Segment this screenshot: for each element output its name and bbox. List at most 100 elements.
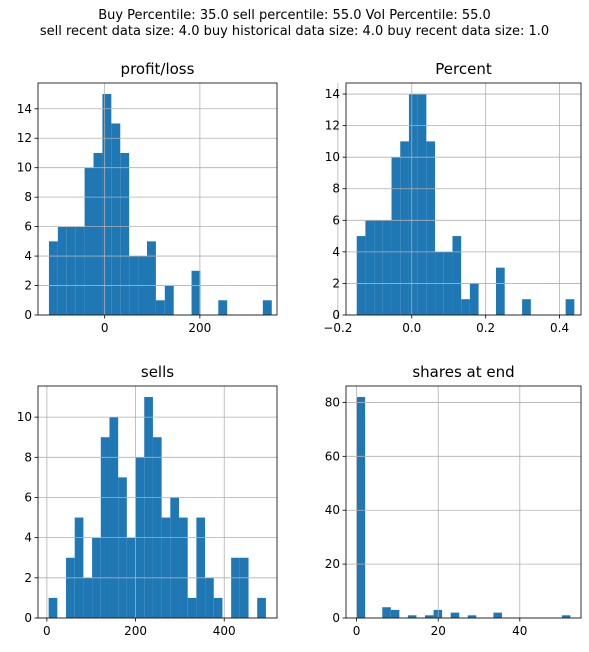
histogram-bar xyxy=(146,241,156,315)
y-tick-label: 10 xyxy=(17,161,32,175)
y-tick-label: 8 xyxy=(24,190,32,204)
histogram-bar xyxy=(161,517,171,618)
y-tick-label: 2 xyxy=(24,571,32,585)
histogram-bar xyxy=(205,577,214,618)
y-tick-label: 60 xyxy=(325,449,340,463)
histogram-bar xyxy=(120,152,130,315)
y-tick-label: 40 xyxy=(325,503,340,517)
axes-frame xyxy=(37,385,278,619)
histogram-bar xyxy=(164,285,174,315)
y-tick-label: 14 xyxy=(17,102,32,116)
y-tick-label: 4 xyxy=(332,245,340,259)
histogram-bar xyxy=(382,220,392,315)
histogram-bar xyxy=(561,615,571,618)
histogram-bar xyxy=(170,497,180,618)
histogram-bar xyxy=(356,397,366,618)
histogram-bar xyxy=(425,615,434,618)
axes-frame xyxy=(37,82,278,316)
histogram-bar xyxy=(356,236,366,315)
x-tick-label: 400 xyxy=(213,624,236,638)
y-tick-label: 2 xyxy=(24,279,32,293)
histogram-bar xyxy=(450,612,460,618)
histogram-bar xyxy=(48,597,58,618)
histogram-bar xyxy=(493,612,502,618)
histogram-bar xyxy=(496,267,505,315)
histogram-bar xyxy=(262,300,272,315)
histogram-bar xyxy=(257,597,266,618)
y-tick-label: 8 xyxy=(332,182,340,196)
y-tick-label: 12 xyxy=(325,119,340,133)
histogram-bar xyxy=(391,157,401,315)
y-tick-label: 0 xyxy=(24,308,32,322)
subplot-4: 0 20 40 0 20 40 60 80 shares at end xyxy=(325,363,582,638)
histogram-bar xyxy=(374,220,383,315)
histogram-bar xyxy=(57,226,67,315)
y-tick-label: 6 xyxy=(24,490,32,504)
histogram-bar xyxy=(100,437,110,618)
histogram-bar xyxy=(74,517,84,618)
histogram-bar xyxy=(118,477,127,618)
histogram-bar xyxy=(452,236,462,315)
histogram-bar xyxy=(93,152,103,315)
histogram-bar xyxy=(144,397,153,618)
suptitle-line-2: sell recent data size: 4.0 buy historica… xyxy=(39,24,550,39)
histogram-bar xyxy=(48,241,58,315)
histogram-bar xyxy=(109,417,119,618)
y-tick-label: 0 xyxy=(24,611,32,625)
histogram-bar xyxy=(426,141,436,315)
subplot-title: shares at end xyxy=(412,363,514,381)
histogram-bar xyxy=(400,141,409,315)
y-tick-label: 4 xyxy=(24,531,32,545)
histogram-bar xyxy=(66,557,75,618)
subplot-1: 0 200 0 2 4 6 8 10 12 14 profit/loss xyxy=(17,60,278,335)
subplot-title: profit/loss xyxy=(121,60,195,78)
histogram-bar xyxy=(565,299,575,315)
histogram-bar xyxy=(196,517,206,618)
x-tick-label: 200 xyxy=(188,321,211,335)
histogram-bar xyxy=(152,437,162,618)
histogram-bar xyxy=(218,300,228,315)
histogram-bar xyxy=(111,123,121,315)
histogram-bar xyxy=(187,597,197,618)
x-tick-label: 0.4 xyxy=(550,321,569,335)
subplot-3: 0 200 400 0 2 4 6 8 10 sells xyxy=(17,363,278,638)
axes-frame xyxy=(345,82,582,316)
histogram-bar xyxy=(239,557,249,618)
subplot-title: Percent xyxy=(435,60,492,78)
histogram-bar xyxy=(66,226,76,315)
histogram-bar xyxy=(390,609,400,618)
x-tick-label: 0.2 xyxy=(476,321,495,335)
histogram-bar xyxy=(522,299,531,315)
y-tick-label: 80 xyxy=(325,395,340,409)
y-tick-label: 10 xyxy=(17,410,32,424)
histogram-bar xyxy=(417,94,427,315)
y-tick-label: 12 xyxy=(17,131,32,145)
histogram-bar xyxy=(461,299,470,315)
y-tick-label: 0 xyxy=(332,308,340,322)
y-tick-label: 20 xyxy=(325,557,340,571)
subplot-2: −0.2 0.0 0.2 0.4 0 2 4 6 8 10 12 14 Percent xyxy=(323,60,582,335)
histogram-bar xyxy=(155,300,165,315)
histogram-bar xyxy=(231,557,240,618)
histogram-bar xyxy=(83,577,93,618)
x-tick-label: 200 xyxy=(124,624,147,638)
x-tick-label: 0 xyxy=(353,624,361,638)
histogram-bar xyxy=(407,615,417,618)
y-tick-label: 14 xyxy=(325,87,340,101)
x-tick-label: −0.2 xyxy=(323,321,352,335)
histogram-bar xyxy=(365,220,375,315)
x-tick-label: 0 xyxy=(43,624,51,638)
histogram-bar xyxy=(467,615,477,618)
histogram-bar xyxy=(75,226,85,315)
histogram-bar xyxy=(213,597,223,618)
y-tick-label: 0 xyxy=(332,611,340,625)
y-tick-label: 4 xyxy=(24,249,32,263)
y-tick-label: 8 xyxy=(24,450,32,464)
x-tick-label: 0 xyxy=(101,321,109,335)
axes-frame xyxy=(345,385,582,619)
histogram-bar xyxy=(469,283,479,315)
histogram-bar xyxy=(102,94,112,315)
y-tick-label: 6 xyxy=(332,213,340,227)
